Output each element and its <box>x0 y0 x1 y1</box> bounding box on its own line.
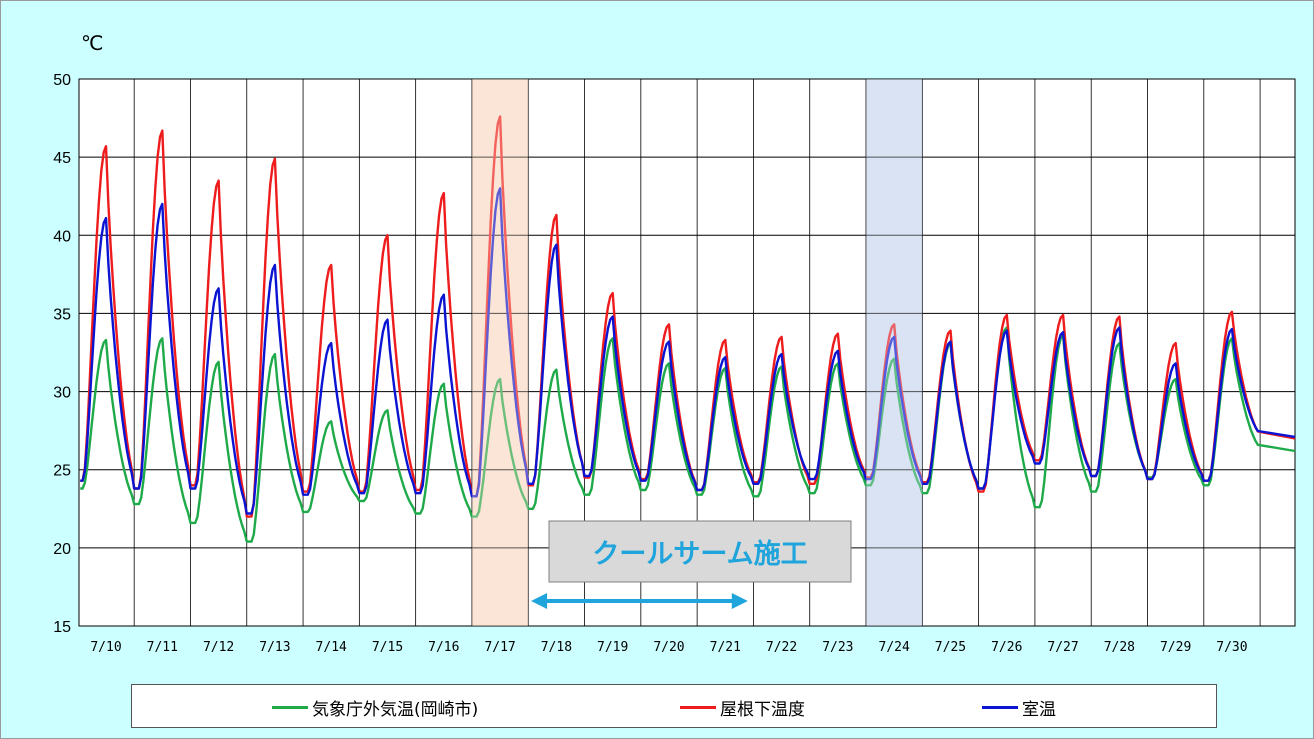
x-tick-label: 7/17 <box>484 640 515 655</box>
annotation-group: クールサーム施工 <box>531 520 852 609</box>
y-tick-labels: 50 45 40 35 30 25 20 15 <box>53 72 71 636</box>
shaded-day-overlay <box>471 79 529 626</box>
legend-swatch-roof <box>680 705 716 709</box>
arrow-head-left <box>531 593 548 609</box>
legend-label-outdoor: 気象庁外気温(岡崎市) <box>312 699 479 720</box>
x-tick-label: 7/13 <box>259 640 290 655</box>
series-line-2 <box>80 187 1296 515</box>
x-tick-labels: 7/10 7/11 7/12 7/13 7/14 7/15 7/16 7/17 7/18 7/19… <box>90 640 1247 655</box>
x-tick-label: 7/30 <box>1216 640 1247 655</box>
legend-item-room: 室温 <box>982 696 1056 720</box>
x-tick-label: 7/14 <box>316 640 347 655</box>
legend-swatch-room <box>982 705 1018 709</box>
x-tick-label: 7/27 <box>1047 640 1078 655</box>
legend: 気象庁外気温(岡崎市) 屋根下温度 室温 <box>131 684 1217 728</box>
y-tick-label: 40 <box>53 228 71 245</box>
series-line-1 <box>80 115 1296 518</box>
x-tick-label: 7/28 <box>1104 640 1135 655</box>
shaded-day-region <box>471 78 529 627</box>
gridlines <box>79 78 1295 627</box>
x-tick-label: 7/16 <box>428 640 459 655</box>
x-tick-label: 7/29 <box>1160 640 1191 655</box>
x-tick-label: 7/23 <box>822 640 853 655</box>
x-tick-label: 7/19 <box>597 640 628 655</box>
x-tick-label: 7/10 <box>90 640 121 655</box>
legend-swatch-outdoor <box>272 705 308 709</box>
x-tick-label: 7/21 <box>710 640 741 655</box>
y-tick-label: 50 <box>53 72 71 89</box>
y-tick-label: 30 <box>53 385 71 402</box>
legend-item-roof: 屋根下温度 <box>680 696 805 720</box>
x-tick-label: 7/22 <box>766 640 797 655</box>
x-tick-label: 7/24 <box>879 640 910 655</box>
x-tick-label: 7/12 <box>203 640 234 655</box>
y-tick-label: 25 <box>53 463 71 480</box>
y-tick-label: 15 <box>53 619 71 636</box>
y-tick-label: 35 <box>53 306 71 323</box>
shaded-day-overlay <box>866 79 923 626</box>
arrow-head-right <box>731 593 748 609</box>
series-lines <box>80 79 1296 626</box>
legend-label-roof: 屋根下温度 <box>720 699 805 720</box>
annotation-box <box>548 520 852 583</box>
x-tick-label: 7/25 <box>935 640 966 655</box>
legend-label-room: 室温 <box>1022 699 1056 720</box>
y-tick-label: 45 <box>53 150 71 167</box>
legend-item-outdoor: 気象庁外気温(岡崎市) <box>272 696 479 720</box>
x-tick-label: 7/20 <box>653 640 684 655</box>
x-tick-label: 7/18 <box>541 640 572 655</box>
unit-label: ℃ <box>81 31 104 55</box>
x-tick-label: 7/15 <box>372 640 403 655</box>
x-tick-label: 7/26 <box>991 640 1022 655</box>
annotation-label: クールサーム施工 <box>592 539 807 570</box>
y-tick-label: 20 <box>53 541 71 558</box>
x-tick-label: 7/11 <box>147 640 178 655</box>
